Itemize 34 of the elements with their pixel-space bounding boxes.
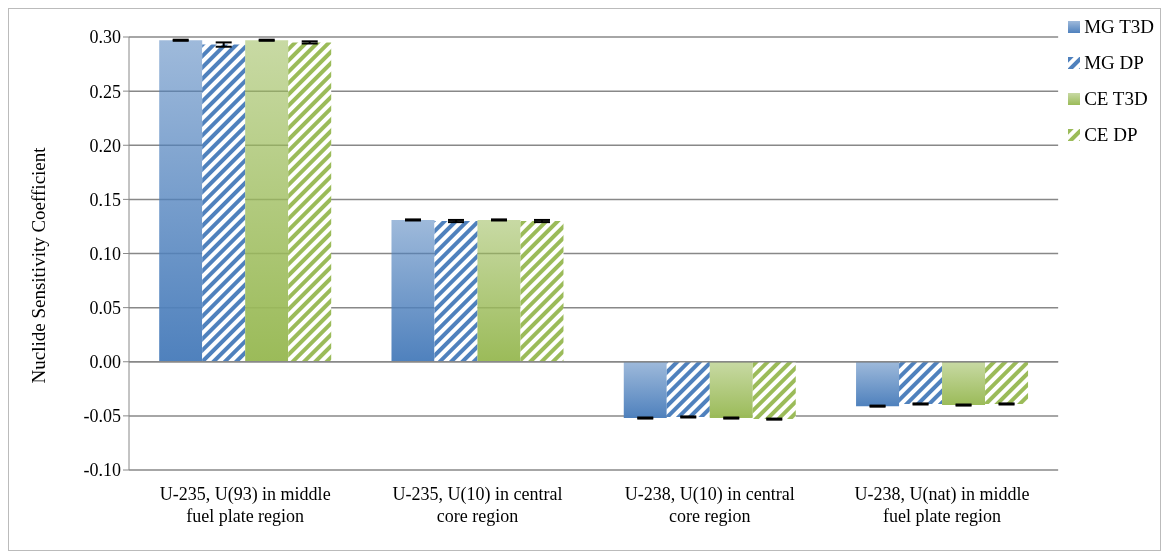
bar	[159, 40, 203, 362]
x-tick-label: U-235, U(10) in central core region	[392, 484, 563, 526]
y-tick-label: -0.10	[83, 460, 121, 481]
x-tick-label: U-235, U(93) in middle fuel plate region	[159, 484, 331, 526]
bar	[666, 361, 710, 417]
bar	[942, 361, 986, 406]
legend-label: CE T3D	[1084, 88, 1148, 110]
bar	[245, 40, 289, 362]
y-tick-label: 0.05	[89, 298, 121, 319]
bar	[391, 219, 435, 362]
bar	[985, 361, 1029, 404]
bar	[752, 361, 796, 420]
legend-label: MG T3D	[1084, 16, 1154, 38]
bar	[899, 361, 943, 404]
bar	[288, 42, 332, 362]
x-tick-label: U-238, U(10) in central core region	[624, 484, 795, 526]
y-tick-label: 0.30	[89, 27, 121, 48]
legend-label: CE DP	[1084, 124, 1138, 146]
y-tick-label: 0.25	[89, 81, 121, 102]
bar	[477, 219, 521, 362]
y-tick-label: -0.05	[83, 406, 121, 427]
bar	[709, 361, 753, 419]
bar	[856, 361, 900, 407]
bar	[434, 221, 478, 362]
y-tick-label: 0.00	[89, 352, 121, 373]
x-tick-label: U-238, U(nat) in middle fuel plate region	[854, 484, 1030, 526]
y-tick-label: 0.20	[89, 135, 121, 156]
bar	[623, 361, 667, 419]
y-tick-label: 0.15	[89, 189, 121, 210]
y-tick-label: 0.10	[89, 243, 121, 264]
legend-label: MG DP	[1084, 52, 1144, 74]
bar	[520, 221, 564, 362]
bar	[202, 44, 246, 362]
y-axis-title: Nuclide Sensitivity Coefficient	[27, 146, 49, 384]
